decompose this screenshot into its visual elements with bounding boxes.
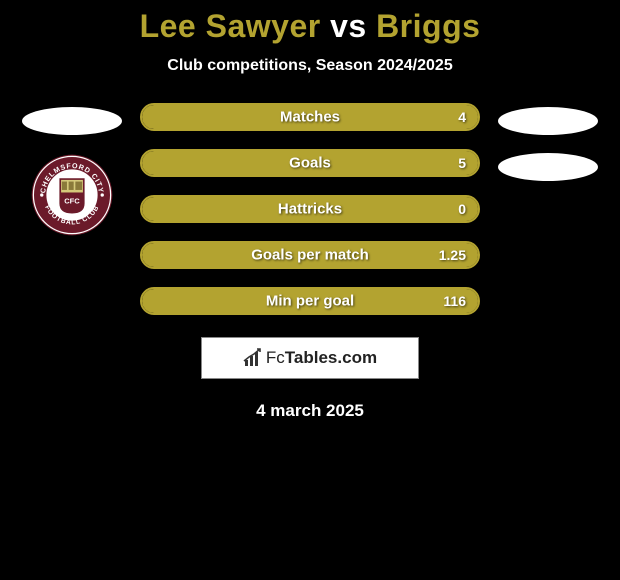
stats-bars: Matches 4 Goals 5 Hattricks 0 Goals per … [140, 103, 480, 315]
player1-silhouette [22, 107, 122, 135]
club-crest-icon: CHELMSFORD CITY FOOTBALL CLUB CFC [30, 153, 114, 237]
page-title: Lee Sawyer vs Briggs [0, 8, 620, 45]
stat-label: Goals [289, 155, 331, 172]
player1-club-badge: CHELMSFORD CITY FOOTBALL CLUB CFC [22, 153, 122, 237]
player2-club-placeholder [498, 153, 598, 181]
brand-text: FcTables.com [266, 348, 377, 368]
stat-row-goals: Goals 5 [140, 149, 480, 177]
player2-name: Briggs [376, 8, 480, 44]
stat-label: Hattricks [278, 201, 342, 218]
stat-label: Min per goal [266, 293, 354, 310]
vs-text: vs [330, 8, 367, 44]
comparison-area: CHELMSFORD CITY FOOTBALL CLUB CFC [0, 103, 620, 315]
player2-silhouette [498, 107, 598, 135]
bar-chart-icon [243, 348, 265, 368]
stat-label: Matches [280, 109, 340, 126]
date-text: 4 march 2025 [0, 401, 620, 421]
stat-right-value: 5 [458, 155, 466, 171]
stat-row-goals-per-match: Goals per match 1.25 [140, 241, 480, 269]
stat-right-value: 116 [443, 293, 466, 309]
brand-watermark: FcTables.com [201, 337, 419, 379]
stat-row-min-per-goal: Min per goal 116 [140, 287, 480, 315]
subtitle: Club competitions, Season 2024/2025 [0, 57, 620, 75]
stat-label: Goals per match [251, 247, 369, 264]
player1-name: Lee Sawyer [140, 8, 321, 44]
stats-card: Lee Sawyer vs Briggs Club competitions, … [0, 0, 620, 421]
stat-row-hattricks: Hattricks 0 [140, 195, 480, 223]
stat-right-value: 0 [458, 201, 466, 217]
svg-text:CFC: CFC [64, 196, 80, 205]
right-column [498, 103, 598, 181]
stat-right-value: 4 [458, 109, 466, 125]
left-column: CHELMSFORD CITY FOOTBALL CLUB CFC [22, 103, 122, 237]
stat-row-matches: Matches 4 [140, 103, 480, 131]
stat-right-value: 1.25 [439, 247, 466, 263]
